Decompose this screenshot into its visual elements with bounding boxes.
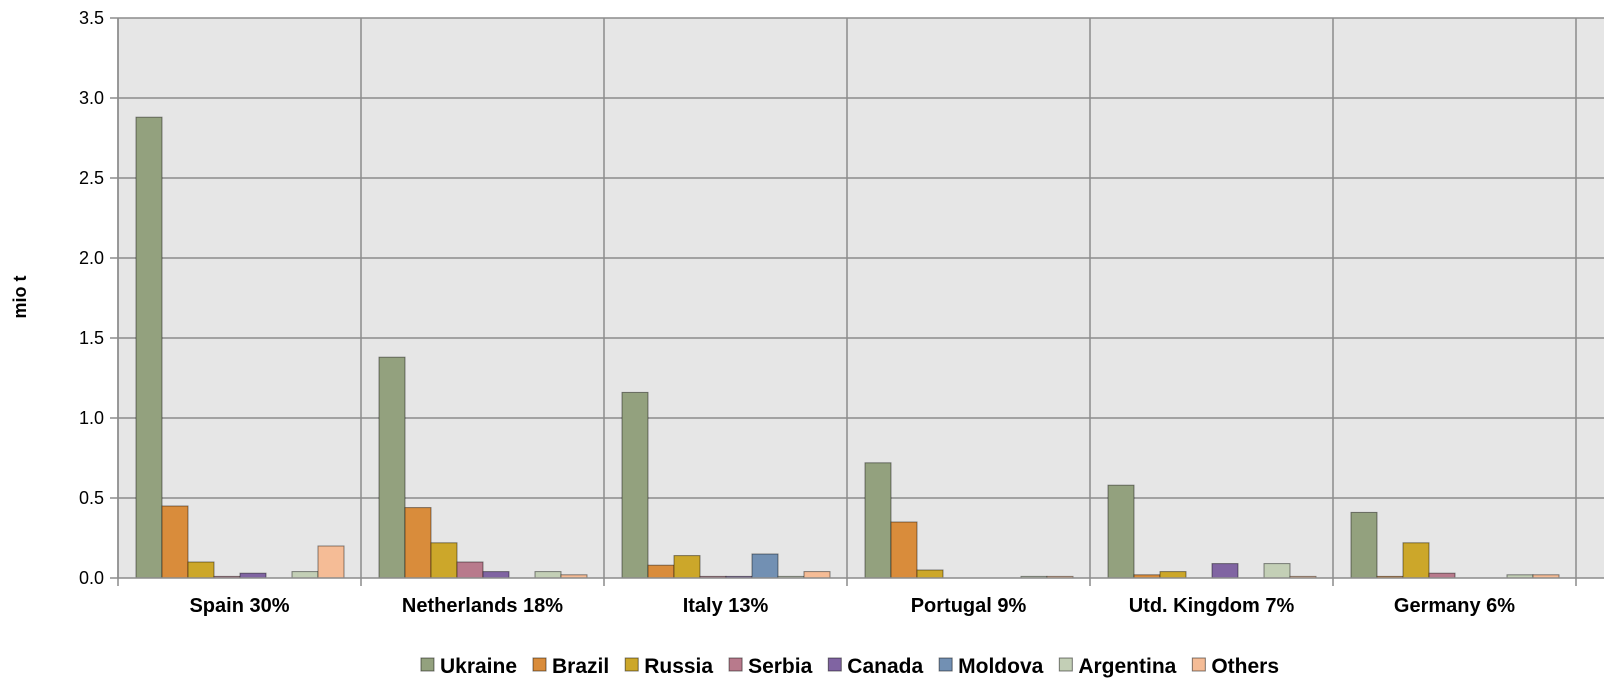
- bar-argentina: [291, 571, 319, 579]
- bar-russia: [916, 569, 944, 579]
- bar-ukraine: [378, 356, 406, 579]
- x-category-label: Netherlands 18%: [402, 595, 563, 617]
- y-tick-label: 1.0: [79, 408, 104, 428]
- legend-label: Moldova: [958, 655, 1043, 678]
- bar-serbia: [456, 561, 484, 579]
- bar-ukraine: [1107, 484, 1135, 579]
- x-category-label: Portugal 9%: [911, 595, 1027, 617]
- y-tick-label: 2.5: [79, 168, 104, 188]
- legend-label: Brazil: [552, 655, 609, 678]
- y-tick-label: 3.0: [79, 88, 104, 108]
- bar-russia: [430, 542, 458, 579]
- bar-canada: [482, 571, 510, 579]
- bar-ukraine: [864, 462, 892, 579]
- bar-russia: [1159, 571, 1187, 579]
- bar-brazil: [890, 521, 918, 579]
- legend-label: Ukraine: [440, 655, 517, 678]
- x-category-label: Utd. Kingdom 7%: [1129, 595, 1295, 617]
- bar-brazil: [161, 505, 189, 579]
- legend-label: Canada: [847, 655, 923, 678]
- bar-argentina: [534, 571, 562, 579]
- legend-swatch: [827, 657, 842, 672]
- y-tick-label: 0.0: [79, 568, 104, 588]
- y-tick-label: 2.0: [79, 248, 104, 268]
- bar-others: [317, 545, 345, 579]
- legend: Ukraine Brazil Russia Serbia Canada Moldova Ar…: [420, 655, 1279, 678]
- bar-ukraine: [1350, 511, 1378, 579]
- legend-label: Others: [1211, 655, 1279, 678]
- x-category-label: Spain 30%: [189, 595, 289, 617]
- bar-russia: [673, 555, 701, 579]
- plot-area-background: [118, 18, 1604, 578]
- x-category-label: Germany 6%: [1394, 595, 1515, 617]
- legend-swatch: [1191, 657, 1206, 672]
- bar-russia: [1402, 542, 1430, 579]
- bar-others: [803, 571, 831, 579]
- legend-swatch: [532, 657, 547, 672]
- y-tick-label: 1.5: [79, 328, 104, 348]
- legend-swatch: [624, 657, 639, 672]
- bar-argentina: [1263, 563, 1291, 579]
- y-tick-label: 0.5: [79, 488, 104, 508]
- bar-ukraine: [135, 116, 163, 579]
- legend-swatch: [420, 657, 435, 672]
- bar-russia: [187, 561, 215, 579]
- legend-swatch: [938, 657, 953, 672]
- axes: 0.0 0.5 1.0 1.5 2.0 2.5 3.0 3.5 Spain 30% Netherl…: [79, 8, 1604, 617]
- legend-label: Serbia: [748, 655, 813, 678]
- bars: [135, 116, 1560, 579]
- y-tick-label: 3.5: [79, 8, 104, 28]
- bar-moldova: [751, 553, 779, 579]
- bar-ukraine: [621, 391, 649, 579]
- bar-brazil: [647, 564, 675, 579]
- x-category-label: Italy 13%: [683, 595, 769, 617]
- y-axis-title: mio t: [10, 275, 30, 318]
- bar-brazil: [404, 507, 432, 579]
- gridlines: [117, 17, 1604, 586]
- bar-canada: [1211, 563, 1239, 579]
- legend-label: Argentina: [1078, 655, 1176, 678]
- legend-swatch: [1058, 657, 1073, 672]
- legend-swatch: [728, 657, 743, 672]
- legend-label: Russia: [644, 655, 713, 678]
